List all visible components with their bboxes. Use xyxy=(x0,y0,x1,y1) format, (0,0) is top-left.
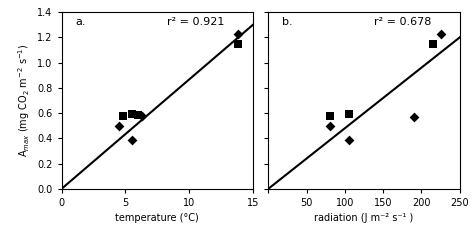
X-axis label: temperature (°C): temperature (°C) xyxy=(116,213,199,223)
Text: b.: b. xyxy=(282,17,292,27)
Point xyxy=(234,42,242,45)
Point xyxy=(115,124,123,128)
Point xyxy=(345,138,353,142)
Point xyxy=(437,32,445,36)
Point xyxy=(128,112,136,116)
Point xyxy=(119,114,127,118)
Point xyxy=(410,115,418,119)
Text: r² = 0.921: r² = 0.921 xyxy=(167,17,224,27)
Point xyxy=(138,114,146,118)
Point xyxy=(345,112,353,116)
X-axis label: radiation (J m⁻² s⁻¹ ): radiation (J m⁻² s⁻¹ ) xyxy=(314,213,414,223)
Text: r² = 0.678: r² = 0.678 xyxy=(374,17,431,27)
Point xyxy=(326,114,333,118)
Point xyxy=(135,113,142,117)
Point xyxy=(234,32,242,36)
Point xyxy=(326,124,333,128)
Text: a.: a. xyxy=(75,17,85,27)
Point xyxy=(128,138,136,142)
Point xyxy=(429,42,437,45)
Y-axis label: A$_{max}$ (mg CO$_2$ m$^{-2}$ s$^{-1}$): A$_{max}$ (mg CO$_2$ m$^{-2}$ s$^{-1}$) xyxy=(16,44,32,157)
